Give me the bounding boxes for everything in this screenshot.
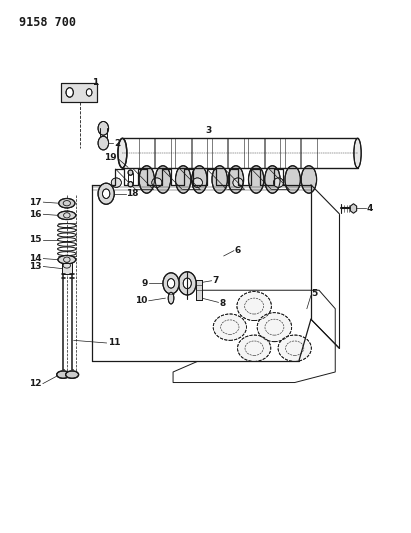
Ellipse shape xyxy=(192,178,203,188)
Text: 7: 7 xyxy=(213,276,219,285)
Text: 5: 5 xyxy=(312,289,318,298)
Ellipse shape xyxy=(301,166,316,193)
Text: 13: 13 xyxy=(29,262,42,271)
Text: 10: 10 xyxy=(135,296,148,305)
Circle shape xyxy=(66,88,73,97)
Ellipse shape xyxy=(139,166,155,193)
Text: 2: 2 xyxy=(114,139,120,148)
Ellipse shape xyxy=(59,198,75,208)
Ellipse shape xyxy=(118,139,127,168)
Ellipse shape xyxy=(213,314,247,341)
Ellipse shape xyxy=(354,139,361,168)
Text: 17: 17 xyxy=(29,198,42,207)
Ellipse shape xyxy=(257,313,292,342)
Ellipse shape xyxy=(152,178,162,188)
Text: 9158 700: 9158 700 xyxy=(19,16,76,29)
Text: 15: 15 xyxy=(29,235,42,244)
Ellipse shape xyxy=(175,166,191,193)
Text: 14: 14 xyxy=(29,254,42,263)
Circle shape xyxy=(98,136,109,150)
Bar xyxy=(196,280,202,300)
Bar xyxy=(61,83,97,102)
Circle shape xyxy=(102,189,110,198)
Ellipse shape xyxy=(58,211,76,220)
Text: 18: 18 xyxy=(127,189,139,198)
Ellipse shape xyxy=(168,292,174,304)
Circle shape xyxy=(86,89,92,96)
Ellipse shape xyxy=(237,292,271,320)
Text: 6: 6 xyxy=(235,246,241,255)
Ellipse shape xyxy=(278,335,311,361)
Text: 11: 11 xyxy=(108,338,120,348)
Circle shape xyxy=(183,278,191,289)
Text: 1: 1 xyxy=(92,78,98,87)
Ellipse shape xyxy=(273,178,284,188)
Ellipse shape xyxy=(128,182,133,187)
Text: 19: 19 xyxy=(104,154,117,163)
Circle shape xyxy=(167,279,175,288)
Circle shape xyxy=(98,183,114,204)
Polygon shape xyxy=(350,204,357,213)
Ellipse shape xyxy=(249,166,264,193)
Ellipse shape xyxy=(57,371,70,378)
Ellipse shape xyxy=(228,166,244,193)
Circle shape xyxy=(163,273,179,294)
Circle shape xyxy=(178,272,196,295)
Text: 16: 16 xyxy=(29,210,42,219)
Ellipse shape xyxy=(285,166,300,193)
Ellipse shape xyxy=(265,166,280,193)
Ellipse shape xyxy=(212,166,227,193)
Ellipse shape xyxy=(66,371,79,378)
Bar xyxy=(196,280,202,300)
Bar xyxy=(61,83,97,102)
Ellipse shape xyxy=(111,178,121,188)
Ellipse shape xyxy=(233,178,243,188)
Ellipse shape xyxy=(155,166,171,193)
Text: 9: 9 xyxy=(141,279,148,288)
Text: 3: 3 xyxy=(206,126,212,135)
Ellipse shape xyxy=(192,166,207,193)
Ellipse shape xyxy=(58,255,76,264)
Text: 8: 8 xyxy=(219,299,226,308)
Bar xyxy=(62,263,72,274)
Text: 12: 12 xyxy=(29,379,42,388)
Circle shape xyxy=(98,122,109,135)
Ellipse shape xyxy=(238,335,271,361)
Ellipse shape xyxy=(128,170,133,175)
Bar xyxy=(62,263,72,274)
Text: 4: 4 xyxy=(367,204,373,213)
